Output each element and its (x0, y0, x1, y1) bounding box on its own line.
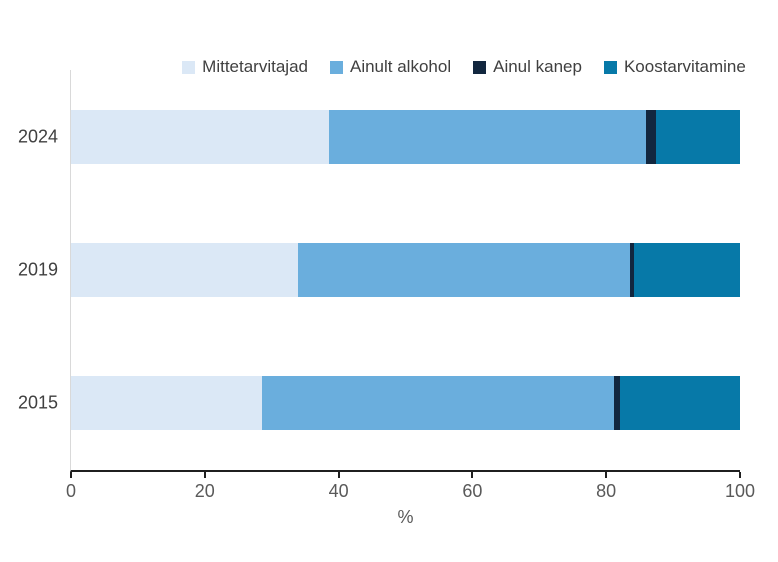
legend-swatch-icon (603, 60, 617, 74)
legend-swatch-icon (182, 60, 196, 74)
legend-label: Ainult alkohol (349, 57, 452, 76)
legend-item-koostarvitamine: Koostarvitamine (603, 57, 746, 77)
bar-2019 (71, 243, 740, 297)
legend-swatch-icon (473, 60, 487, 74)
legend-swatch-icon (329, 60, 343, 74)
bar-segment-ainul-kanep (646, 109, 656, 164)
bar-2024 (71, 109, 740, 164)
legend-label: Koostarvitamine (623, 57, 746, 76)
bar-segment-ainult-alkohol (261, 376, 615, 431)
x-axis-tick-label-40: 40 (328, 481, 349, 501)
bar-segment-ainult-alkohol (298, 243, 630, 297)
x-axis-tick (471, 472, 474, 478)
x-axis-tick-label-0: 0 (65, 481, 77, 501)
x-axis-title: % (397, 507, 414, 527)
category-label-2015: 2015 (17, 392, 58, 413)
x-axis-tick-label-80: 80 (596, 481, 617, 501)
bar-2015 (71, 376, 740, 431)
category-label-2019: 2019 (17, 259, 58, 280)
bar-segment-koostarvitamine (620, 376, 740, 431)
bar-segment-mittetarvitajad (71, 376, 262, 431)
x-axis-tick-label-20: 20 (194, 481, 215, 501)
bar-segment-ainul-kanep (614, 376, 621, 431)
x-axis-tick (203, 472, 206, 478)
x-axis-tick (605, 472, 608, 478)
legend-item-ainul-kanep: Ainul kanep (473, 57, 582, 77)
bar-segment-koostarvitamine (655, 109, 740, 164)
x-axis-tick-label-60: 60 (462, 481, 483, 501)
x-axis-tick (70, 472, 72, 478)
bar-segment-ainult-alkohol (329, 109, 647, 164)
bar-segment-koostarvitamine (634, 243, 740, 297)
plot-area: % 2024 2019 2015 0 20 40 60 80 100 (18, 70, 755, 527)
legend-item-mittetarvitajad: Mittetarvitajad (182, 57, 308, 77)
bar-segment-mittetarvitajad (71, 243, 299, 297)
bar-segment-ainul-kanep (629, 243, 635, 297)
legend-label: Mittetarvitajad (202, 57, 308, 76)
x-axis-tick-label-100: 100 (724, 481, 756, 501)
x-axis-tick (739, 472, 741, 478)
x-axis-tick (337, 472, 340, 478)
category-label-2024: 2024 (17, 126, 58, 147)
legend: Mittetarvitajad Ainult alkohol Ainul kanep… (150, 57, 778, 77)
bar-segment-mittetarvitajad (71, 109, 330, 164)
legend-item-ainult-alkohol: Ainult alkohol (329, 57, 452, 77)
legend-label: Ainul kanep (493, 57, 582, 76)
